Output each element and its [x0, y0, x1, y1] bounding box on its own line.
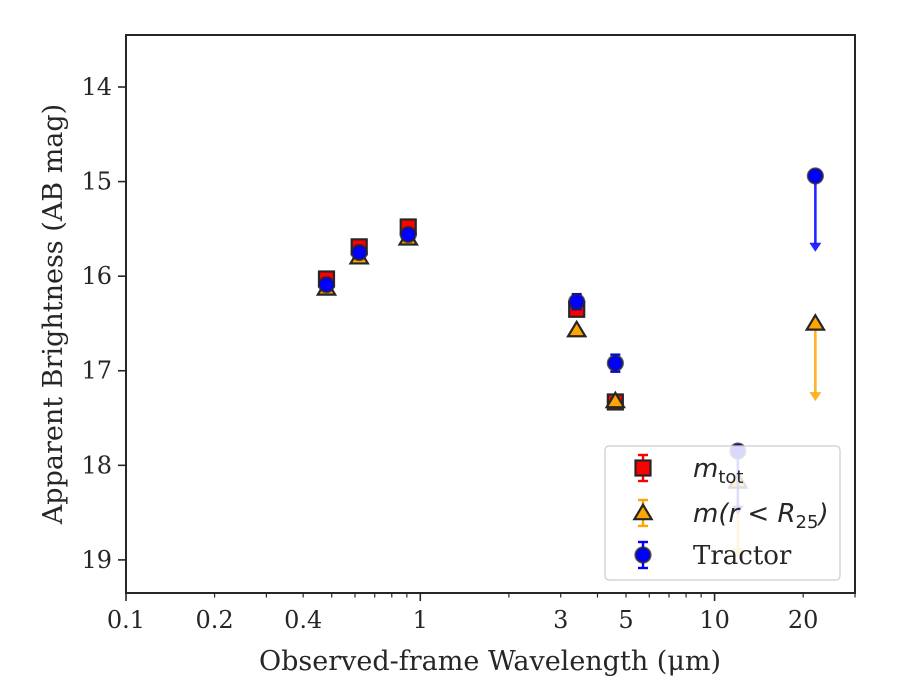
legend-label-suffix: )	[816, 499, 828, 529]
upper-limit-arrowhead	[809, 242, 822, 252]
legend: mtot m(r < R25) Tractor	[604, 445, 841, 581]
upper-limit-point	[806, 167, 824, 185]
data-point	[604, 390, 626, 409]
x-tick-label: 5	[618, 606, 633, 634]
y-axis-title: Apparent Brightness (AB mag)	[38, 104, 69, 525]
y-tick-label: 18	[81, 451, 112, 479]
y-tick-label: 19	[81, 546, 112, 574]
legend-label-main: m	[693, 454, 718, 484]
y-tick-label: 15	[81, 168, 112, 196]
x-tick-label: 0.1	[107, 606, 145, 634]
legend-label-main: m(r < R	[693, 499, 796, 529]
upper-limit-point	[804, 313, 826, 331]
data-point	[566, 319, 588, 338]
x-axis-ticks: 0.1 0.2 0.4 1 3 5 10 20	[107, 593, 856, 634]
plot-frame	[125, 34, 856, 594]
x-tick-label: 10	[699, 606, 730, 634]
legend-marker	[634, 546, 652, 564]
x-tick-label: 1	[413, 606, 428, 634]
legend-label: Tractor	[693, 541, 792, 571]
legend-label-subscript: tot	[718, 467, 743, 488]
x-tick-label: 0.2	[196, 606, 234, 634]
data-point	[350, 243, 368, 262]
legend-marker	[632, 502, 654, 521]
legend-frame	[604, 445, 841, 581]
legend-label: mtot	[693, 454, 743, 488]
data-point	[568, 293, 586, 311]
legend-label: m(r < R25)	[693, 499, 829, 533]
upper-limit-arrowhead	[809, 392, 822, 402]
y-axis-ticks: 14 15 16 17 18 19	[81, 73, 126, 574]
y-tick-label: 17	[81, 357, 112, 385]
legend-label-subscript: 25	[796, 512, 819, 533]
x-axis-title: Observed-frame Wavelength (μm)	[259, 646, 721, 677]
legend-marker	[634, 459, 652, 477]
x-tick-label: 0.4	[284, 606, 322, 634]
data-point	[606, 354, 624, 372]
data-point	[399, 225, 417, 244]
data-point	[317, 276, 336, 294]
x-tick-label: 3	[553, 606, 568, 634]
y-tick-label: 16	[81, 262, 112, 290]
y-tick-label: 14	[81, 73, 112, 101]
x-tick-label: 20	[788, 606, 819, 634]
